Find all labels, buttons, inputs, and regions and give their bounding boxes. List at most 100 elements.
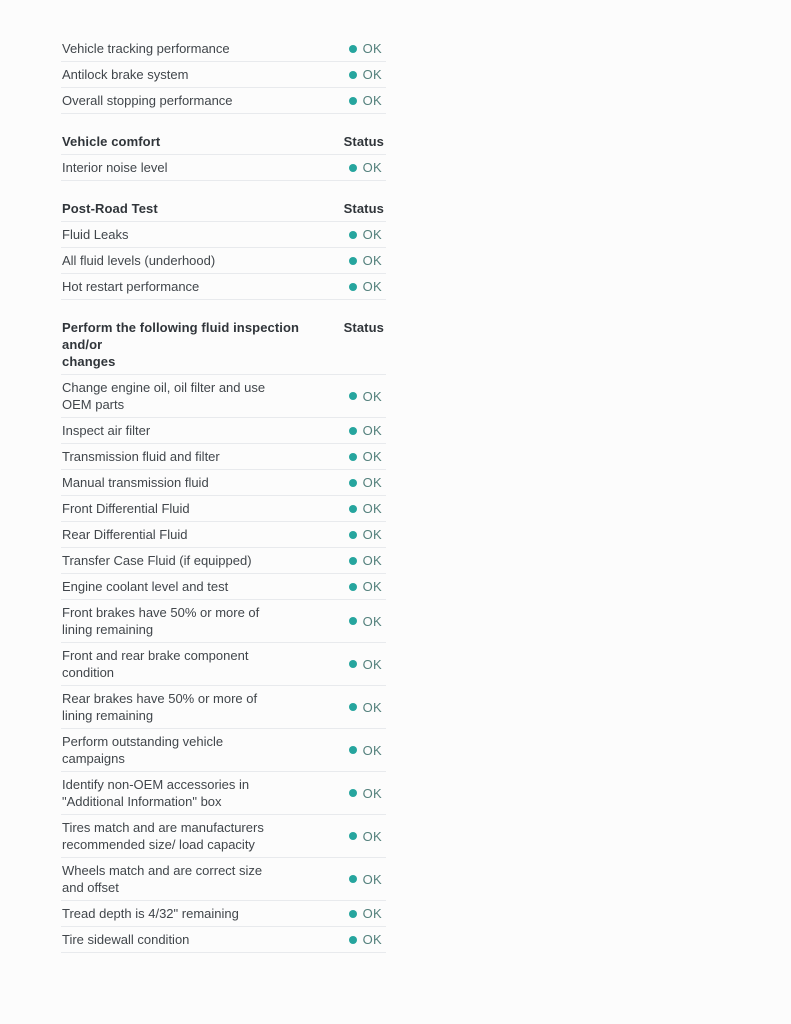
status-value: OK: [362, 253, 382, 268]
checklist-row: Transfer Case Fluid (if equipped) OK: [61, 548, 386, 574]
status-column-header: Status: [343, 134, 384, 149]
status-value: OK: [362, 93, 382, 108]
checklist-row: Manual transmission fluid OK: [61, 470, 386, 496]
status-value: OK: [362, 871, 382, 887]
row-label: Engine coolant level and test: [62, 579, 229, 594]
status-value: OK: [362, 475, 382, 490]
checklist-row: Front and rear brake component condition…: [61, 643, 386, 686]
row-label: Front brakes have 50% or more of lining …: [62, 605, 260, 637]
status-ok-dot-icon: [348, 935, 357, 944]
status-badge: OK: [348, 578, 386, 595]
checklist-row: Front brakes have 50% or more of lining …: [61, 600, 386, 643]
checklist-row: Tires match and are manufacturers recomm…: [61, 815, 386, 858]
status-ok-dot-icon: [348, 789, 357, 797]
status-value: OK: [362, 279, 382, 294]
status-ok-dot-icon: [348, 875, 357, 883]
status-ok-dot-icon: [348, 163, 357, 172]
status-column-header: Status: [343, 320, 384, 335]
checklist-row: Hot restart performance OK: [61, 274, 386, 300]
row-label: All fluid levels (underhood): [62, 253, 216, 268]
status-ok-dot-icon: [348, 660, 357, 668]
status-badge: OK: [348, 785, 386, 802]
status-value: OK: [362, 699, 382, 715]
row-label: Identify non-OEM accessories in "Additio…: [62, 777, 250, 809]
inspection-checklist: Vehicle tracking performance OK Antilock…: [61, 36, 386, 953]
checklist-row: Inspect air filter OK: [61, 418, 386, 444]
checklist-row: Tread depth is 4/32" remaining OK: [61, 901, 386, 927]
status-value: OK: [362, 67, 382, 82]
status-badge: OK: [348, 828, 386, 845]
status-value: OK: [362, 449, 382, 464]
row-label: Fluid Leaks: [62, 227, 129, 242]
status-badge: OK: [348, 226, 386, 243]
checklist-row: Tire sidewall condition OK: [61, 927, 386, 953]
checklist-row: Rear brakes have 50% or more of lining r…: [61, 686, 386, 729]
section-title: Perform the following fluid inspection a…: [62, 320, 300, 369]
status-badge: OK: [348, 448, 386, 465]
row-label: Transmission fluid and filter: [62, 449, 220, 464]
status-ok-dot-icon: [348, 530, 357, 539]
checklist-row: Engine coolant level and test OK: [61, 574, 386, 600]
status-ok-dot-icon: [348, 96, 357, 105]
section-header-row: Vehicle comfort Status: [61, 129, 386, 155]
status-ok-dot-icon: [348, 504, 357, 513]
status-ok-dot-icon: [348, 832, 357, 840]
checklist-row: Fluid Leaks OK: [61, 222, 386, 248]
status-ok-dot-icon: [348, 909, 357, 918]
row-label: Hot restart performance: [62, 279, 200, 294]
checklist-row: Identify non-OEM accessories in "Additio…: [61, 772, 386, 815]
status-ok-dot-icon: [348, 452, 357, 461]
row-label: Transfer Case Fluid (if equipped): [62, 553, 252, 568]
section-header-row: Post-Road Test Status: [61, 196, 386, 222]
checklist-row: Front Differential Fluid OK: [61, 496, 386, 522]
status-ok-dot-icon: [348, 392, 357, 400]
status-value: OK: [362, 932, 382, 947]
status-value: OK: [362, 527, 382, 542]
status-badge: OK: [348, 871, 386, 888]
status-ok-dot-icon: [348, 478, 357, 487]
status-badge: OK: [348, 422, 386, 439]
status-column-header: Status: [343, 201, 384, 216]
row-label: Tires match and are manufacturers recomm…: [62, 820, 264, 852]
row-label: Change engine oil, oil filter and use OE…: [62, 380, 266, 412]
status-badge: OK: [348, 474, 386, 491]
section-title: Post-Road Test: [62, 201, 158, 216]
status-value: OK: [362, 553, 382, 568]
status-ok-dot-icon: [348, 70, 357, 79]
checklist-row: Overall stopping performance OK: [61, 88, 386, 114]
row-label: Tread depth is 4/32" remaining: [62, 906, 239, 921]
status-badge: OK: [348, 552, 386, 569]
status-badge: OK: [348, 526, 386, 543]
checklist-row: All fluid levels (underhood) OK: [61, 248, 386, 274]
checklist-row: Vehicle tracking performance OK: [61, 36, 386, 62]
status-value: OK: [362, 906, 382, 921]
checklist-row: Wheels match and are correct size and of…: [61, 858, 386, 901]
row-label: Front and rear brake component condition: [62, 648, 249, 680]
row-label: Antilock brake system: [62, 67, 189, 82]
status-badge: OK: [348, 656, 386, 673]
status-value: OK: [362, 501, 382, 516]
status-value: OK: [362, 579, 382, 594]
status-value: OK: [362, 160, 382, 175]
checklist-row: Change engine oil, oil filter and use OE…: [61, 375, 386, 418]
status-ok-dot-icon: [348, 746, 357, 754]
row-label: Interior noise level: [62, 160, 168, 175]
status-ok-dot-icon: [348, 256, 357, 265]
status-value: OK: [362, 785, 382, 801]
status-value: OK: [362, 388, 382, 404]
status-ok-dot-icon: [348, 282, 357, 291]
checklist-section: Vehicle comfort Status Interior noise le…: [61, 129, 386, 181]
status-badge: OK: [348, 66, 386, 83]
row-label: Perform outstanding vehicle campaigns: [62, 734, 224, 766]
status-badge: OK: [348, 252, 386, 269]
status-badge: OK: [348, 92, 386, 109]
row-label: Rear Differential Fluid: [62, 527, 188, 542]
status-value: OK: [362, 423, 382, 438]
status-value: OK: [362, 742, 382, 758]
status-badge: OK: [348, 40, 386, 57]
status-badge: OK: [348, 699, 386, 716]
status-ok-dot-icon: [348, 44, 357, 53]
row-label: Vehicle tracking performance: [62, 41, 230, 56]
status-badge: OK: [348, 613, 386, 630]
